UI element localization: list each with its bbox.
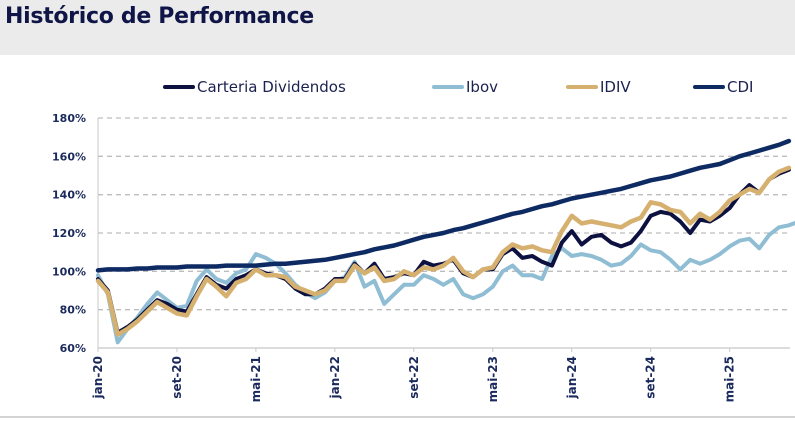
series-line-ibov xyxy=(96,220,795,345)
x-tick-label: jan-24 xyxy=(565,356,579,399)
y-tick-label: 160% xyxy=(52,150,86,163)
legend-label-carteira: Carteria Dividendos xyxy=(197,78,346,96)
y-tick-label: 100% xyxy=(52,265,86,278)
grid-lines xyxy=(98,117,790,311)
y-tick-label: 140% xyxy=(52,189,86,202)
chart-legend: Carteria Dividendos Ibov IDIV CDI xyxy=(0,78,795,100)
legend-swatch-carteira xyxy=(163,85,195,89)
x-tick-label: set-24 xyxy=(644,356,658,399)
y-tick-label: 60% xyxy=(60,342,86,355)
legend-swatch-ibov xyxy=(432,85,464,89)
x-axis: jan-20 set-20 mai-21 jan-22 set-22 mai-23 jan-… xyxy=(91,118,790,402)
legend-item-carteira: Carteria Dividendos xyxy=(163,78,346,96)
legend-item-ibov: Ibov xyxy=(432,78,498,96)
series-lines xyxy=(95,138,795,345)
legend-label-ibov: Ibov xyxy=(466,78,498,96)
series-line-cdi xyxy=(95,138,792,273)
y-tick-label: 80% xyxy=(60,304,86,317)
y-tick-label: 120% xyxy=(52,227,86,240)
x-tick-label: jan-22 xyxy=(328,356,342,399)
header-band: Histórico de Performance xyxy=(0,0,795,55)
x-tick-label: mai-23 xyxy=(486,356,500,402)
x-tick-label: set-20 xyxy=(170,356,184,399)
legend-item-cdi: CDI xyxy=(693,78,753,96)
x-tick-label: mai-21 xyxy=(249,356,263,402)
bottom-divider xyxy=(0,416,795,418)
legend-swatch-cdi xyxy=(693,85,725,89)
y-tick-label: 180% xyxy=(52,112,86,125)
x-tick-label: set-22 xyxy=(407,356,421,399)
legend-swatch-idiv xyxy=(566,85,598,89)
y-axis-ticks: 60% 80% 100% 120% 140% 160% 180% xyxy=(52,112,86,355)
legend-item-idiv: IDIV xyxy=(566,78,631,96)
page-title: Histórico de Performance xyxy=(5,4,314,29)
legend-label-cdi: CDI xyxy=(727,78,754,96)
series-line-idiv xyxy=(95,165,792,337)
x-tick-label: jan-20 xyxy=(91,356,105,399)
x-tick-label: mai-25 xyxy=(723,356,737,402)
legend-label-idiv: IDIV xyxy=(600,78,631,96)
